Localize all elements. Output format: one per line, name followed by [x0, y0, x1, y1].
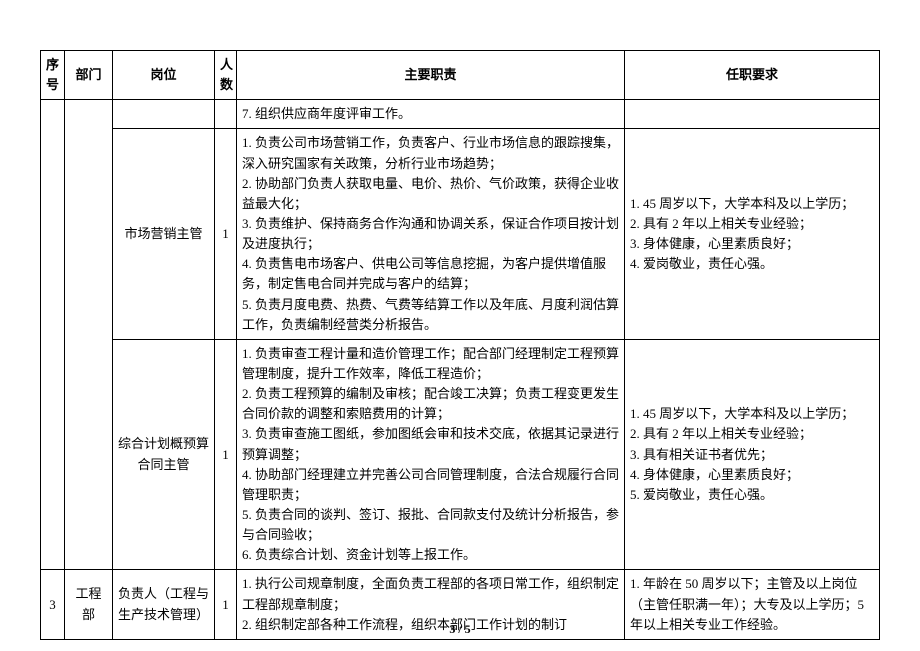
duty-line: 1. 负责审查工程计量和造价管理工作；配合部门经理制定工程预算管理制度，提升工作… [242, 344, 619, 384]
header-count: 人数 [215, 51, 237, 100]
cell-planner-req: 1. 45 周岁以下，大学本科及以上学历； 2. 具有 2 年以上相关专业经验；… [625, 339, 880, 570]
cell-prev-req [625, 100, 880, 129]
job-table: 序号 部门 岗位 人数 主要职责 任职要求 7. 组织供应商年度评审工作。 市场… [40, 50, 880, 640]
req-line: 4. 身体健康，心里素质良好； [630, 465, 874, 485]
req-line: 5. 爱岗敬业，责任心强。 [630, 485, 874, 505]
header-requirements: 任职要求 [625, 51, 880, 100]
duty-line: 2. 协助部门负责人获取电量、电价、热价、气价政策，获得企业收益最大化； [242, 174, 619, 214]
cell-planner-count: 1 [215, 339, 237, 570]
req-line: 4. 爱岗敬业，责任心强。 [630, 254, 874, 274]
duty-line: 3. 负责审查施工图纸，参加图纸会审和技术交底，依据其记录进行预算调整； [242, 424, 619, 464]
duty-line: 5. 负责月度电费、热费、气费等结算工作以及年底、月度利润估算工作，负责编制经营… [242, 295, 619, 335]
req-line: 2. 具有 2 年以上相关专业经验； [630, 214, 874, 234]
header-dept: 部门 [65, 51, 113, 100]
req-line: 3. 身体健康，心里素质良好； [630, 234, 874, 254]
req-line: 1. 45 周岁以下，大学本科及以上学历； [630, 194, 874, 214]
header-position: 岗位 [113, 51, 215, 100]
cell-planner-duties: 1. 负责审查工程计量和造价管理工作；配合部门经理制定工程预算管理制度，提升工作… [237, 339, 625, 570]
duty-line: 4. 协助部门经理建立并完善公司合同管理制度，合法合规履行合同管理职责； [242, 465, 619, 505]
header-row: 序号 部门 岗位 人数 主要职责 任职要求 [41, 51, 880, 100]
cell-marketing-pos: 市场营销主管 [113, 129, 215, 339]
duty-line: 6. 负责综合计划、资金计划等上报工作。 [242, 545, 619, 565]
req-line: 3. 具有相关证书者优先； [630, 445, 874, 465]
duty-line: 3. 负责维护、保持商务合作沟通和协调关系，保证合作项目按计划及进度执行； [242, 214, 619, 254]
cell-marketing-count: 1 [215, 129, 237, 339]
cell-prev-count [215, 100, 237, 129]
cell-marketing-duties: 1. 负责公司市场营销工作，负责客户、行业市场信息的跟踪搜集，深入研究国家有关政… [237, 129, 625, 339]
cell-prev-duty: 7. 组织供应商年度评审工作。 [237, 100, 625, 129]
duty-line: 1. 负责公司市场营销工作，负责客户、行业市场信息的跟踪搜集，深入研究国家有关政… [242, 133, 619, 173]
page-number: 3 / 5 [0, 622, 920, 637]
cell-planner-pos: 综合计划概预算合同主管 [113, 339, 215, 570]
duty-line: 4. 负责售电市场客户、供电公司等信息挖掘，为客户提供增值服务，制定售电合同并完… [242, 254, 619, 294]
req-line: 2. 具有 2 年以上相关专业经验； [630, 424, 874, 444]
cell-prev-pos [113, 100, 215, 129]
page-container: 序号 部门 岗位 人数 主要职责 任职要求 7. 组织供应商年度评审工作。 市场… [0, 0, 920, 651]
row-marketing: 市场营销主管 1 1. 负责公司市场营销工作，负责客户、行业市场信息的跟踪搜集，… [41, 129, 880, 339]
duty-line: 2. 负责工程预算的编制及审核；配合竣工决算；负责工程变更发生合同价款的调整和索… [242, 384, 619, 424]
cell-prev-dept [65, 100, 113, 570]
header-duties: 主要职责 [237, 51, 625, 100]
duty-line: 1. 执行公司规章制度，全面负责工程部的各项日常工作，组织制定工程部规章制度； [242, 574, 619, 614]
cell-prev-seq [41, 100, 65, 570]
cell-marketing-req: 1. 45 周岁以下，大学本科及以上学历； 2. 具有 2 年以上相关专业经验；… [625, 129, 880, 339]
header-seq: 序号 [41, 51, 65, 100]
req-line: 1. 45 周岁以下，大学本科及以上学历； [630, 404, 874, 424]
duty-line: 5. 负责合同的谈判、签订、报批、合同款支付及统计分析报告，参与合同验收； [242, 505, 619, 545]
row-continuation: 7. 组织供应商年度评审工作。 [41, 100, 880, 129]
row-planner: 综合计划概预算合同主管 1 1. 负责审查工程计量和造价管理工作；配合部门经理制… [41, 339, 880, 570]
